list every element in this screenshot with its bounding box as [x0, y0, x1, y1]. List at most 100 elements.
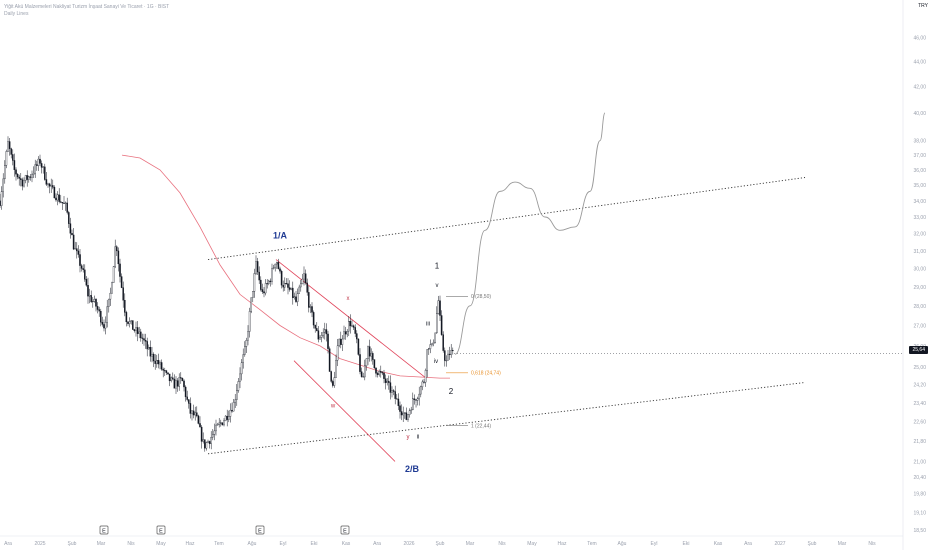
- candle: [386, 378, 388, 386]
- candle-body: [428, 348, 430, 350]
- candle-body: [149, 347, 152, 357]
- candle: [303, 266, 305, 286]
- candle: [367, 345, 369, 366]
- candle: [188, 399, 190, 409]
- candle-body: [205, 442, 208, 449]
- y-tick-label: 34,00: [913, 199, 926, 205]
- candle: [448, 346, 451, 360]
- candle-body: [18, 176, 20, 179]
- candle: [156, 354, 158, 368]
- wave-label: v: [436, 283, 439, 289]
- candle-body: [309, 306, 312, 308]
- candle: [316, 322, 318, 332]
- candle: [0, 186, 3, 210]
- candle-body: [298, 286, 300, 294]
- candle-body: [160, 362, 163, 370]
- candle-body: [228, 416, 230, 420]
- earnings-letter: E: [102, 529, 106, 535]
- candle-body: [295, 296, 297, 302]
- candle-body: [407, 414, 409, 420]
- candle-body: [282, 284, 284, 288]
- x-tick-label: Tem: [214, 541, 223, 547]
- candle: [324, 322, 326, 340]
- candle-body: [208, 441, 211, 444]
- candle: [202, 432, 204, 444]
- candle: [250, 297, 252, 314]
- candle-body: [84, 269, 86, 280]
- candle: [76, 242, 78, 259]
- candle-body: [402, 412, 404, 416]
- candle-body: [202, 439, 204, 442]
- candle-body: [47, 183, 49, 185]
- candle: [50, 178, 52, 193]
- candle: [370, 348, 372, 362]
- wave-label: x: [347, 296, 350, 302]
- candle-body: [175, 380, 177, 389]
- candle-body: [168, 373, 171, 382]
- candle-body: [56, 194, 59, 201]
- candle-body: [368, 346, 371, 357]
- candle: [301, 273, 304, 285]
- candle: [277, 258, 280, 270]
- fib-level-label: 0 (28,50): [471, 294, 491, 300]
- candle-body: [197, 415, 200, 424]
- candle: [28, 175, 30, 183]
- candle-body: [248, 311, 251, 332]
- wave-label: 1: [435, 262, 440, 271]
- candle-body: [157, 360, 160, 365]
- candle-body: [437, 300, 440, 314]
- candle: [288, 280, 291, 292]
- candle-body: [71, 233, 73, 236]
- candle: [130, 319, 132, 325]
- candle-body: [61, 202, 64, 204]
- candle-body: [276, 262, 278, 265]
- candle: [106, 299, 108, 328]
- candle-body: [186, 396, 188, 400]
- candle-body: [240, 362, 243, 375]
- candle: [114, 239, 116, 269]
- candle: [338, 338, 340, 348]
- x-tick-label: Kas: [342, 541, 351, 547]
- candle: [276, 261, 278, 269]
- candle: [167, 372, 169, 375]
- candle: [196, 406, 198, 418]
- candle-body: [24, 175, 27, 181]
- candle: [394, 385, 396, 405]
- candle: [36, 160, 38, 171]
- candle: [351, 320, 353, 328]
- candle: [112, 265, 115, 283]
- y-tick-label: 19,10: [913, 511, 926, 517]
- candle-body: [21, 179, 24, 187]
- currency-label[interactable]: TRY: [918, 3, 928, 9]
- candle-body: [117, 250, 120, 265]
- fib-level-label: 1 (22,44): [471, 423, 491, 429]
- y-tick-label: 30,00: [913, 267, 926, 273]
- candle: [248, 307, 251, 338]
- candle: [312, 310, 315, 329]
- candle-body: [242, 354, 244, 364]
- candle: [247, 325, 249, 346]
- y-tick-label: 20,40: [913, 475, 926, 481]
- candle: [189, 397, 192, 419]
- candle-body: [122, 287, 124, 301]
- candle-body: [226, 415, 228, 420]
- candle-body: [36, 164, 38, 166]
- candle-body: [116, 246, 118, 252]
- candle-body: [236, 390, 238, 400]
- candle-body: [418, 393, 420, 399]
- candle-body: [391, 390, 393, 393]
- candle: [205, 441, 208, 451]
- x-tick-label: Nis: [127, 541, 135, 547]
- candle-body: [413, 398, 416, 400]
- candle-body: [269, 280, 272, 282]
- candle: [255, 255, 257, 276]
- candle-body: [103, 324, 105, 329]
- candle: [63, 196, 65, 204]
- candle: [56, 191, 59, 206]
- candle-body: [416, 398, 419, 401]
- candle-body: [156, 360, 158, 364]
- candle-body: [39, 158, 41, 164]
- wedge-line: [293, 360, 396, 462]
- candle: [344, 326, 347, 340]
